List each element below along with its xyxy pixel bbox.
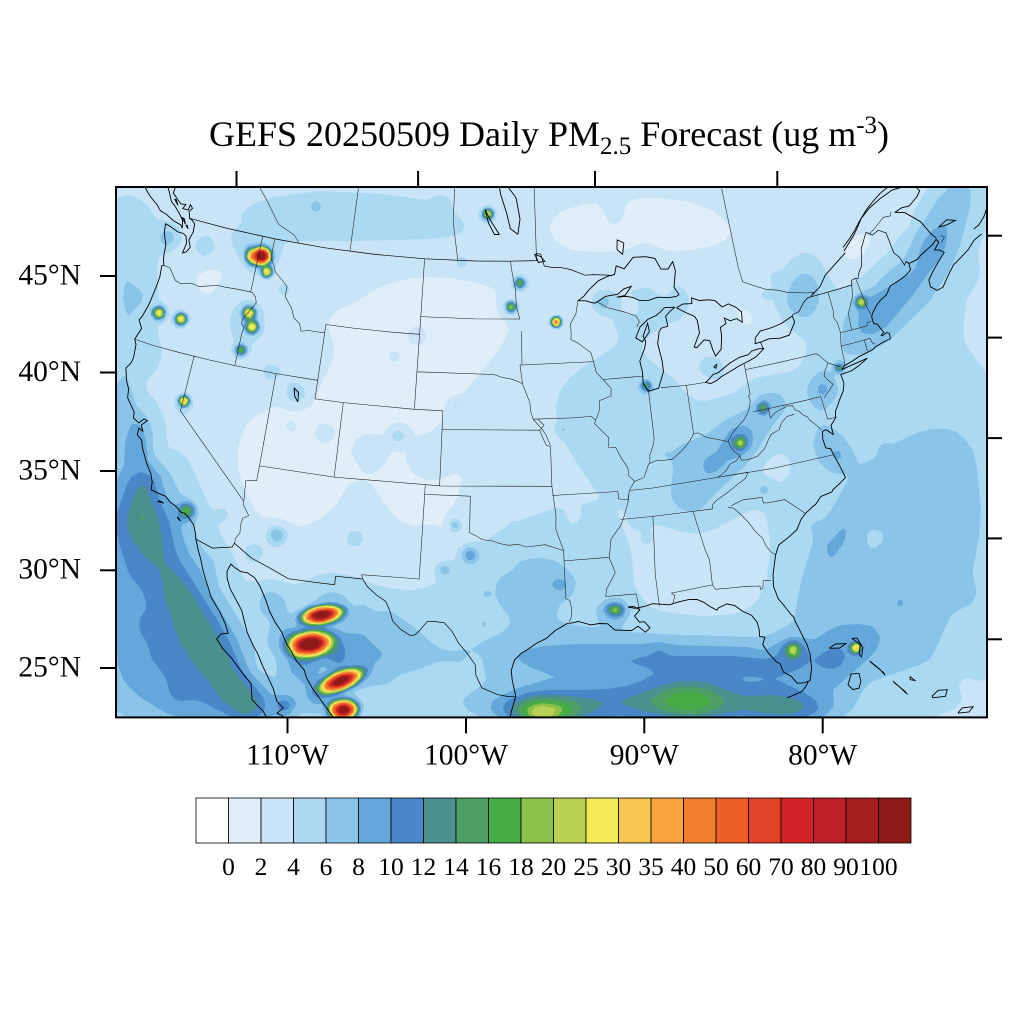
svg-text:60: 60 <box>736 852 762 881</box>
svg-text:8: 8 <box>352 852 365 881</box>
svg-text:12: 12 <box>411 852 437 881</box>
svg-text:100: 100 <box>859 852 897 881</box>
svg-text:0: 0 <box>222 852 235 881</box>
svg-text:70: 70 <box>768 852 794 881</box>
svg-text:90: 90 <box>833 852 859 881</box>
svg-text:25: 25 <box>573 852 599 881</box>
svg-text:90°W: 90°W <box>610 740 679 772</box>
svg-text:40: 40 <box>671 852 697 881</box>
svg-text:10: 10 <box>378 852 404 881</box>
svg-text:18: 18 <box>508 852 534 881</box>
svg-text:50: 50 <box>703 852 729 881</box>
svg-text:30: 30 <box>606 852 632 881</box>
svg-text:40°N: 40°N <box>18 356 81 388</box>
svg-text:20: 20 <box>541 852 567 881</box>
svg-text:35°N: 35°N <box>18 454 81 486</box>
svg-text:14: 14 <box>443 852 469 881</box>
svg-text:80: 80 <box>801 852 827 881</box>
svg-text:25°N: 25°N <box>18 651 81 683</box>
svg-text:45°N: 45°N <box>18 259 81 291</box>
svg-text:16: 16 <box>476 852 502 881</box>
svg-text:100°W: 100°W <box>424 740 508 772</box>
svg-text:4: 4 <box>287 852 300 881</box>
svg-text:110°W: 110°W <box>246 740 329 772</box>
svg-text:6: 6 <box>320 852 333 881</box>
svg-text:80°W: 80°W <box>788 740 857 772</box>
svg-text:35: 35 <box>638 852 664 881</box>
svg-text:2: 2 <box>255 852 268 881</box>
svg-text:30°N: 30°N <box>18 554 81 586</box>
svg-text:GEFS 20250509 Daily PM2.5 Fore: GEFS 20250509 Daily PM2.5 Forecast (ug m… <box>209 112 889 160</box>
